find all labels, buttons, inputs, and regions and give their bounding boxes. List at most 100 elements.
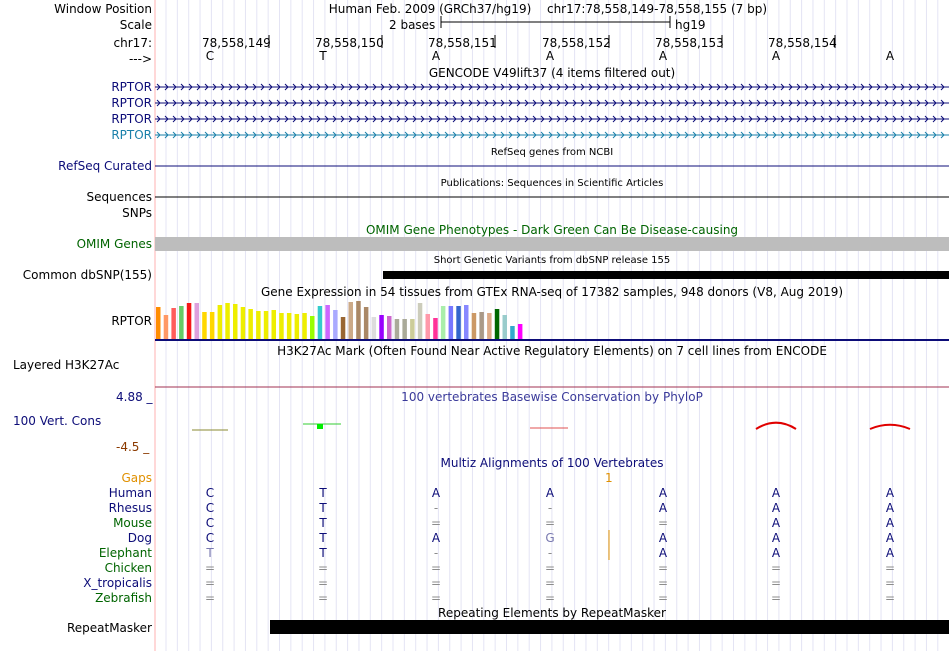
species-label[interactable]: X_tropicalis bbox=[83, 576, 152, 590]
alignment-base: T bbox=[319, 546, 327, 560]
h3k27ac-label[interactable]: Layered H3K27Ac bbox=[13, 358, 120, 372]
gtex-bar bbox=[340, 317, 346, 339]
cons-title[interactable]: 100 vertebrates Basewise Conservation by… bbox=[401, 390, 703, 404]
cons-mark bbox=[317, 424, 323, 429]
alignment-base: A bbox=[658, 501, 668, 515]
alignment-base: = bbox=[657, 591, 669, 605]
alignment-base: A bbox=[771, 486, 781, 500]
cons-max-label: 4.88 _ bbox=[116, 390, 153, 404]
gtex-bar bbox=[171, 308, 176, 339]
snps-label[interactable]: SNPs bbox=[122, 206, 152, 220]
repeatmasker-label[interactable]: RepeatMasker bbox=[66, 621, 152, 635]
gtex-bar bbox=[194, 303, 199, 339]
repeatmasker-title[interactable]: Repeating Elements by RepeatMasker bbox=[438, 606, 666, 620]
gene-strand-chevrons bbox=[156, 131, 945, 139]
gtex-bar bbox=[248, 309, 253, 339]
alignment-base: C bbox=[205, 531, 215, 545]
dbsnp-title[interactable]: Short Genetic Variants from dbSNP releas… bbox=[433, 255, 671, 266]
alignment-base: - bbox=[433, 501, 439, 515]
alignment-base: = bbox=[657, 516, 669, 530]
gtex-bar bbox=[394, 319, 400, 339]
species-label[interactable]: Chicken bbox=[104, 561, 152, 575]
alignment-base: = bbox=[430, 576, 442, 590]
species-label[interactable]: Rhesus bbox=[108, 501, 152, 515]
coordinate-label: 78,558,149 bbox=[202, 36, 271, 50]
gtex-bar bbox=[425, 314, 430, 339]
alignment-base: A bbox=[658, 546, 668, 560]
sequences-label[interactable]: Sequences bbox=[86, 190, 152, 204]
gtex-bar bbox=[517, 324, 523, 339]
alignment-base: = bbox=[770, 591, 782, 605]
gtex-bar bbox=[371, 317, 377, 339]
gtex-bar bbox=[363, 307, 369, 339]
repeatmasker-bar bbox=[270, 620, 949, 634]
alignment-base: A bbox=[771, 546, 781, 560]
alignment-base: C bbox=[205, 501, 215, 515]
gtex-gene-label[interactable]: RPTOR bbox=[111, 314, 152, 328]
h3k27ac-title[interactable]: H3K27Ac Mark (Often Found Near Active Re… bbox=[277, 344, 827, 358]
gtex-bar bbox=[156, 307, 161, 339]
gtex-title[interactable]: Gene Expression in 54 tissues from GTEx … bbox=[260, 285, 844, 299]
gap-count: 1 bbox=[605, 471, 613, 485]
omim-label[interactable]: OMIM Genes bbox=[76, 237, 152, 251]
gtex-bar bbox=[417, 303, 423, 339]
alignment-base: A bbox=[658, 531, 668, 545]
gencode-gene-label-2[interactable]: RPTOR bbox=[111, 96, 152, 110]
alignment-base: = bbox=[657, 576, 669, 590]
alignment-base: A bbox=[885, 516, 895, 530]
species-label[interactable]: Human bbox=[108, 486, 152, 500]
gtex-bar bbox=[433, 318, 438, 339]
coordinate-label: 78,558,153 bbox=[655, 36, 724, 50]
gtex-bar bbox=[202, 312, 207, 339]
refseq-title[interactable]: RefSeq genes from NCBI bbox=[490, 147, 614, 158]
gtex-bar bbox=[225, 303, 230, 339]
omim-title[interactable]: OMIM Gene Phenotypes - Dark Green Can Be… bbox=[365, 223, 739, 237]
alignment-base: = bbox=[884, 591, 896, 605]
gencode-gene-label-4[interactable]: RPTOR bbox=[111, 128, 152, 142]
alignment-base: A bbox=[885, 486, 895, 500]
species-label[interactable]: Zebrafish bbox=[95, 591, 152, 605]
gencode-title[interactable]: GENCODE V49lift37 (4 items filtered out) bbox=[428, 66, 676, 80]
coordinate-label: 78,558,152 bbox=[542, 36, 611, 50]
cons-label[interactable]: 100 Vert. Cons bbox=[13, 414, 102, 428]
window-position-label: Window Position bbox=[54, 2, 152, 16]
alignment-base: = bbox=[770, 576, 782, 590]
gtex-bar bbox=[317, 306, 323, 339]
alignment-base: C bbox=[205, 516, 215, 530]
gtex-bar bbox=[487, 313, 492, 339]
gene-strand-chevrons bbox=[156, 115, 945, 123]
gtex-bar bbox=[294, 314, 300, 339]
alignment-base: G bbox=[545, 531, 555, 545]
strand-label: ---> bbox=[128, 52, 152, 66]
gtex-bar bbox=[410, 319, 415, 339]
gtex-bar bbox=[310, 316, 315, 339]
gtex-bar bbox=[256, 311, 261, 339]
species-label[interactable]: Dog bbox=[127, 531, 152, 545]
gtex-bar bbox=[479, 312, 484, 339]
gtex-bar bbox=[302, 313, 307, 339]
alignment-base: = bbox=[204, 576, 216, 590]
gencode-gene-label-1[interactable]: RPTOR bbox=[111, 80, 152, 94]
gtex-bar bbox=[502, 315, 507, 339]
gencode-gene-label-3[interactable]: RPTOR bbox=[111, 112, 152, 126]
gaps-label[interactable]: Gaps bbox=[121, 471, 152, 485]
dbsnp-bar bbox=[383, 271, 949, 279]
gtex-bar bbox=[348, 302, 353, 339]
reference-base: T bbox=[319, 49, 327, 63]
refseq-label[interactable]: RefSeq Curated bbox=[58, 159, 152, 173]
gtex-bar bbox=[233, 304, 238, 339]
multiz-title[interactable]: Multiz Alignments of 100 Vertebrates bbox=[440, 456, 664, 470]
gtex-bar bbox=[271, 310, 276, 339]
sequences-title[interactable]: Publications: Sequences in Scientific Ar… bbox=[440, 178, 664, 189]
gtex-bar bbox=[209, 312, 215, 339]
coordinate-label: 78,558,154 bbox=[768, 36, 837, 50]
species-label[interactable]: Elephant bbox=[98, 546, 152, 560]
gtex-bar bbox=[333, 310, 338, 339]
gtex-bar bbox=[510, 326, 515, 339]
alignment-base: A bbox=[658, 486, 668, 500]
alignment-base: = bbox=[657, 561, 669, 575]
species-label[interactable]: Mouse bbox=[113, 516, 152, 530]
dbsnp-label[interactable]: Common dbSNP(155) bbox=[22, 268, 152, 282]
reference-base: A bbox=[545, 49, 555, 63]
